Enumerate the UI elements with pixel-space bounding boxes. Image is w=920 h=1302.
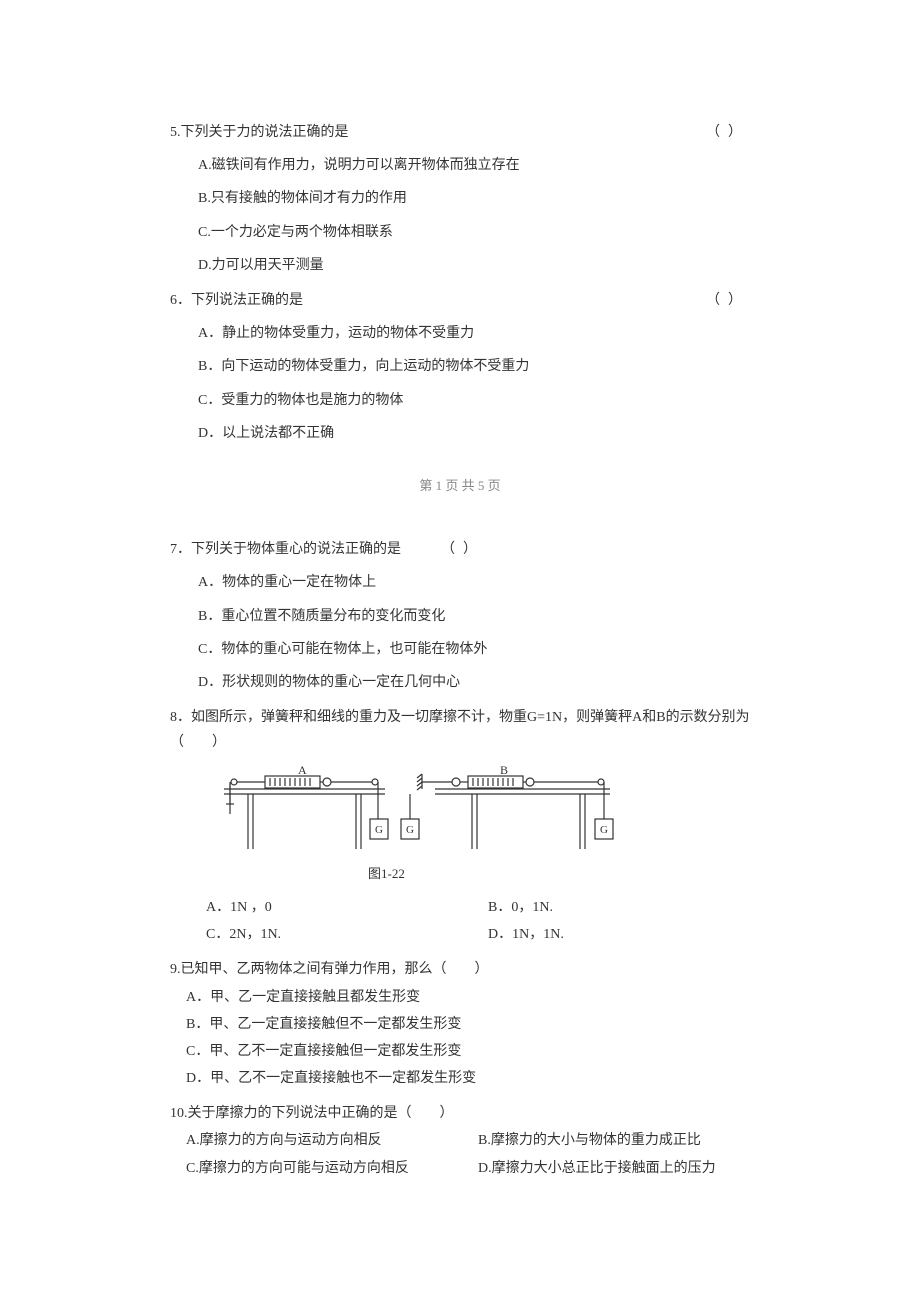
question-6-header: 6．下列说法正确的是 （）: [170, 288, 750, 313]
question-6: 6．下列说法正确的是 （） A．静止的物体受重力，运动的物体不受重力 B．向下运…: [170, 288, 750, 446]
q9-option-c: C．甲、乙不一定直接接触但一定都发生形变: [170, 1039, 750, 1064]
question-7-text: 7．下列关于物体重心的说法正确的是: [170, 537, 401, 562]
diagram-label-g2: G: [406, 824, 414, 836]
question-10: 10.关于摩擦力的下列说法中正确的是（ ） A.摩擦力的方向与运动方向相反 B.…: [170, 1101, 750, 1181]
question-10-header: 10.关于摩擦力的下列说法中正确的是（ ）: [170, 1101, 750, 1126]
q5-option-c: C.一个力必定与两个物体相联系: [170, 220, 750, 245]
question-10-text: 10.关于摩擦力的下列说法中正确的是（ ）: [170, 1101, 454, 1126]
q7-option-b: B．重心位置不随质量分布的变化而变化: [170, 604, 750, 629]
q7-option-a: A．物体的重心一定在物体上: [170, 570, 750, 595]
q8-diagram: A: [170, 764, 750, 854]
q8-option-d: D．1N，1N.: [488, 922, 750, 947]
q5-option-a: A.磁铁间有作用力，说明力可以离开物体而独立存在: [170, 153, 750, 178]
q8-diagram-caption: 图1-22: [170, 862, 750, 885]
q7-option-c: C．物体的重心可能在物体上，也可能在物体外: [170, 637, 750, 662]
q10-option-d: D.摩擦力大小总正比于接触面上的压力: [478, 1156, 750, 1181]
q6-option-d: D．以上说法都不正确: [170, 421, 750, 446]
q10-options: A.摩擦力的方向与运动方向相反 B.摩擦力的大小与物体的重力成正比 C.摩擦力的…: [170, 1128, 750, 1180]
question-5: 5.下列关于力的说法正确的是 （） A.磁铁间有作用力，说明力可以离开物体而独立…: [170, 120, 750, 278]
diagram-label-a: A: [298, 764, 307, 777]
q9-option-d: D．甲、乙不一定直接接触也不一定都发生形变: [170, 1066, 750, 1091]
question-9: 9.已知甲、乙两物体之间有弹力作用，那么（ ） A．甲、乙一定直接接触且都发生形…: [170, 957, 750, 1091]
question-7: 7．下列关于物体重心的说法正确的是 （） A．物体的重心一定在物体上 B．重心位…: [170, 537, 750, 695]
question-5-paren: （）: [706, 120, 750, 145]
q6-option-b: B．向下运动的物体受重力，向上运动的物体不受重力: [170, 354, 750, 379]
diagram-label-g3: G: [600, 824, 608, 836]
q5-option-b: B.只有接触的物体间才有力的作用: [170, 186, 750, 211]
q9-option-a: A．甲、乙一定直接接触且都发生形变: [170, 985, 750, 1010]
q6-option-a: A．静止的物体受重力，运动的物体不受重力: [170, 321, 750, 346]
question-8: 8．如图所示，弹簧秤和细线的重力及一切摩擦不计，物重G=1N，则弹簧秤A和B的示…: [170, 705, 750, 947]
diagram-label-g1: G: [375, 824, 383, 836]
q9-option-b: B．甲、乙一定直接接触但不一定都发生形变: [170, 1012, 750, 1037]
q6-option-c: C．受重力的物体也是施力的物体: [170, 388, 750, 413]
diagram-label-b: B: [500, 764, 508, 777]
q10-option-c: C.摩擦力的方向可能与运动方向相反: [186, 1156, 458, 1181]
question-7-paren: （）: [441, 537, 485, 562]
q8-option-b: B．0，1N.: [488, 895, 750, 920]
q10-option-a: A.摩擦力的方向与运动方向相反: [186, 1128, 458, 1153]
spring-scale-diagram-icon: A: [210, 764, 670, 854]
question-8-text: 8．如图所示，弹簧秤和细线的重力及一切摩擦不计，物重G=1N，则弹簧秤A和B的示…: [170, 705, 750, 755]
question-9-header: 9.已知甲、乙两物体之间有弹力作用，那么（ ）: [170, 957, 750, 982]
q8-option-c: C．2N，1N.: [206, 922, 468, 947]
page-marker: 第 1 页 共 5 页: [170, 474, 750, 497]
question-7-header: 7．下列关于物体重心的说法正确的是 （）: [170, 537, 750, 562]
q8-option-a: A．1N ，0: [206, 895, 468, 920]
q8-options: A．1N ，0 B．0，1N. C．2N，1N. D．1N，1N.: [170, 895, 750, 947]
question-5-text: 5.下列关于力的说法正确的是: [170, 120, 706, 145]
q5-option-d: D.力可以用天平测量: [170, 253, 750, 278]
question-5-header: 5.下列关于力的说法正确的是 （）: [170, 120, 750, 145]
question-6-paren: （）: [706, 288, 750, 313]
q10-option-b: B.摩擦力的大小与物体的重力成正比: [478, 1128, 750, 1153]
question-6-text: 6．下列说法正确的是: [170, 288, 706, 313]
q7-option-d: D．形状规则的物体的重心一定在几何中心: [170, 670, 750, 695]
question-9-text: 9.已知甲、乙两物体之间有弹力作用，那么（ ）: [170, 957, 489, 982]
